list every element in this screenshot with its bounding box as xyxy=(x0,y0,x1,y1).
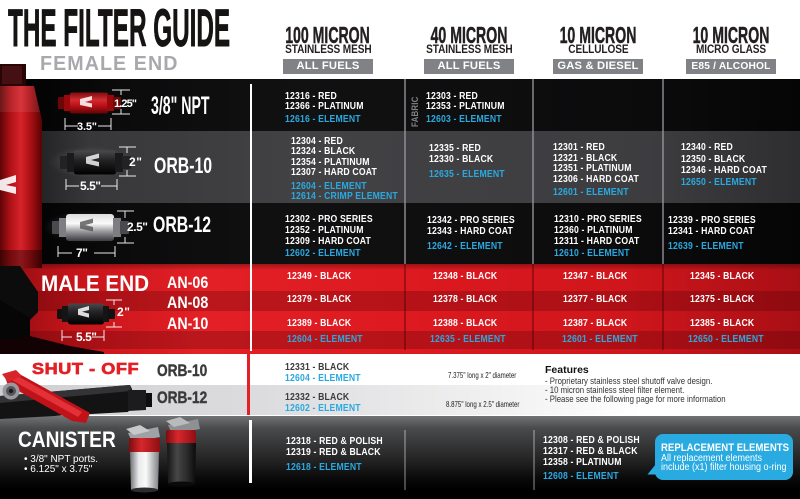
svg-text:3.5": 3.5" xyxy=(77,121,97,133)
svg-text:5.5": 5.5" xyxy=(80,179,101,193)
svg-text:2": 2" xyxy=(117,305,130,319)
svg-text:1.25": 1.25" xyxy=(114,98,137,110)
svg-text:7": 7" xyxy=(76,246,88,260)
svg-text:5.5": 5.5" xyxy=(76,330,97,344)
svg-text:2": 2" xyxy=(129,155,142,169)
svg-text:2.5": 2.5" xyxy=(127,220,148,234)
